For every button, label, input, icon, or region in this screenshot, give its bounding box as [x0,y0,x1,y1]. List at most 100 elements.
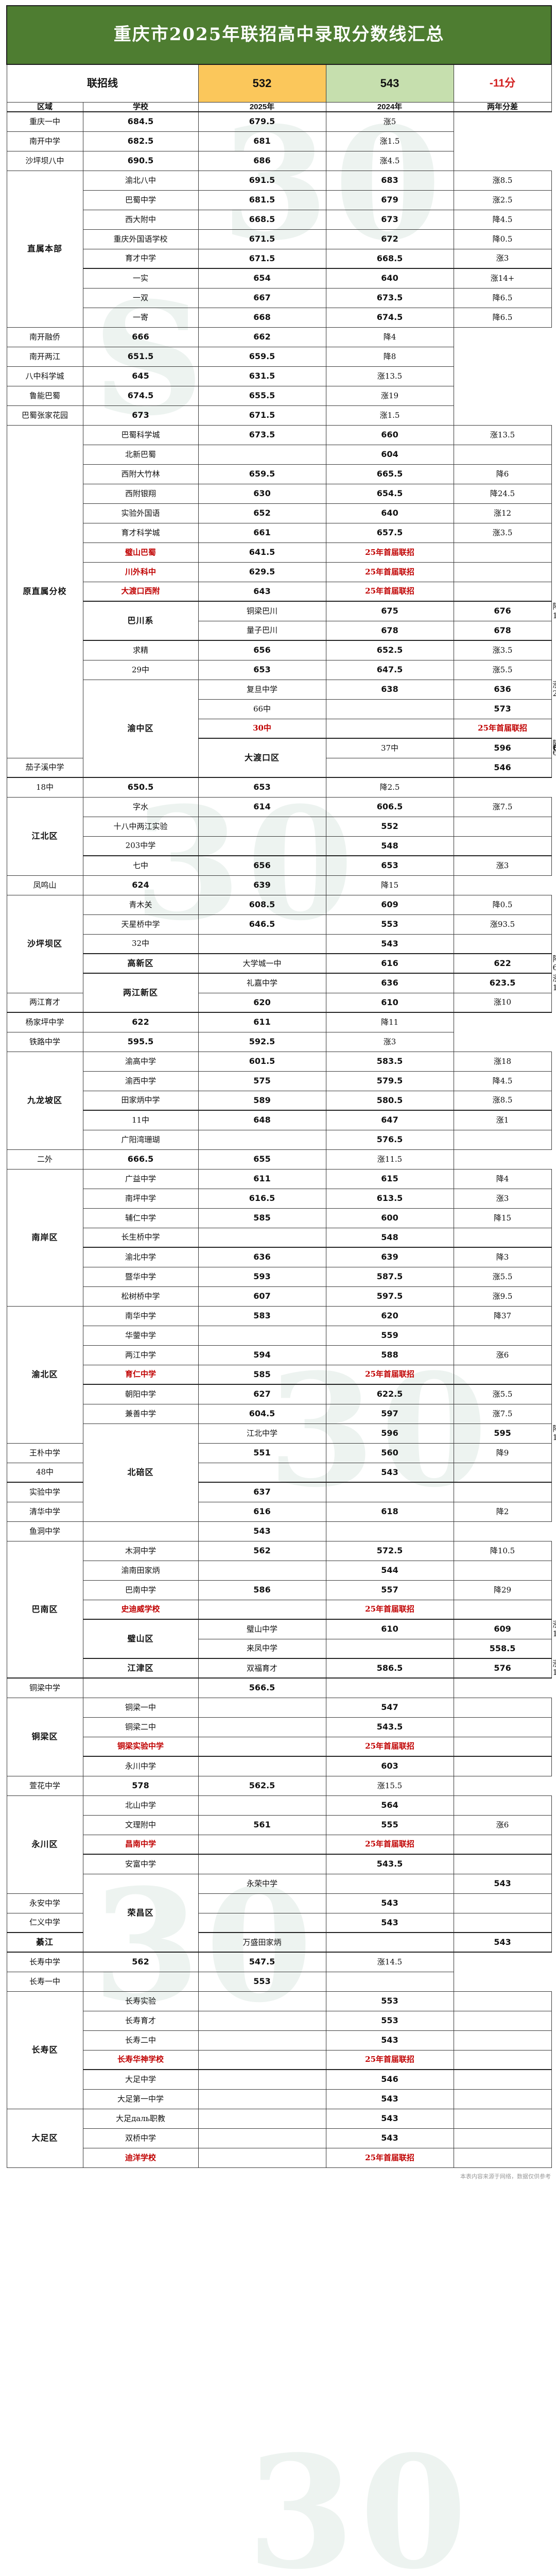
score-2025-cell [198,2069,326,2090]
score-2025-cell: 629.5 [198,562,326,582]
score-2024-cell: 678 [453,620,552,641]
table-row: 铜梁二中 543.5 [7,1717,552,1737]
score-2025-cell: 630 [198,483,326,504]
region-cell: 九龙坡区 [6,1051,83,1150]
table-row: 来凤中学 558.5 [7,1638,552,1659]
year-diff-cell: 降24.5 [453,483,552,504]
col-header-diff: 两年分差 [453,102,552,112]
score-2025-cell: 583 [198,1306,326,1326]
region-cell: 长寿区 [6,1991,83,2109]
school-name-cell: 渝南田家炳 [82,1560,199,1581]
score-2025-cell: 627 [198,1384,326,1404]
year-diff-cell: 降4 [325,327,454,347]
score-2024-cell: 543 [325,2089,454,2109]
table-row: 江北区 字水 614 606.5 涨7.5 [6,796,552,876]
school-name-cell: 29中 [82,659,199,680]
score-2025-cell [198,1697,326,1718]
year-diff-cell: 降2.5 [325,777,454,798]
table-row: 七中 656 653 涨3 [7,855,552,876]
score-2024-cell: 548 [325,1227,454,1248]
year-diff-cell: 降9 [453,1443,552,1463]
region-cell: 江津区 [82,1658,199,1679]
score-2025-cell [198,444,326,465]
year-diff-cell: 降4.5 [453,209,552,230]
year-diff-cell [453,2128,552,2148]
table-row: 渝南田家炳 544 [7,1560,552,1581]
score-2024-cell: 25年首届联招 [325,1599,454,1620]
year-diff-cell: 涨8.5 [453,170,552,191]
region-cell: 璧山区 [82,1619,199,1659]
score-2025-cell [325,1932,454,1953]
score-2025-cell: 589 [198,1090,326,1111]
score-2025-cell: 671.5 [198,229,326,249]
table-row: 育仁中学 585 25年首届联招 [7,1364,552,1385]
score-2024-cell: 597.5 [325,1286,454,1307]
year-diff-cell: 涨1.5 [325,131,454,151]
score-2025-cell: 661 [198,522,326,543]
school-name-cell: 永川中学 [82,1756,199,1776]
school-name-cell: 来凤中学 [198,1638,326,1659]
footer-note: 本表内容来源于网络，数据仅供参考 [460,2173,551,2180]
table-row: 九龙坡区 渝高中学 601.5 583.5 涨18 [6,1051,552,1150]
score-2025-cell: 651.5 [82,346,199,367]
school-name-cell: 十八中两江实验 [82,816,199,837]
score-2024-cell: 668.5 [325,248,454,269]
score-2025-cell: 650.5 [82,777,199,798]
score-2024-cell: 679.5 [198,111,326,132]
year-diff-cell: 涨4.5 [325,150,454,171]
school-name-cell: 鲁能巴蜀 [6,385,83,406]
score-line-table: 重庆市2025年联招高中录取分数线汇总 联招线 532 543 -11分 区域 … [6,5,556,2168]
score-2025-cell [198,1560,326,1581]
score-2024-cell: 631.5 [198,366,326,386]
year-diff-cell [453,1227,552,1248]
table-row: 南开融侨 666 662 降4 [6,327,551,347]
year-diff-cell: 涨5.5 [453,1384,552,1404]
year-diff-cell: 涨13.5 [453,425,552,445]
table-row: 大渡口区37中596602降6 [7,738,556,778]
col-header-2025: 2025年 [198,102,326,112]
score-2024-cell: 640 [325,503,454,523]
score-2024-cell: 580.5 [325,1090,454,1111]
table-row: 量子巴川 678 678 [7,620,552,641]
score-2025-cell: 551 [198,1443,326,1463]
table-row: 长寿育才 553 [7,2010,552,2031]
year-diff-cell: 降10.5 [453,1540,552,1561]
score-2024-cell: 548 [325,836,454,856]
school-name-cell: 育仁中学 [82,1364,199,1385]
score-2025-cell [325,757,454,778]
score-2025-cell [198,1756,326,1776]
score-2025-cell: 608.5 [198,894,326,915]
table-row: 一寄 668 674.5 降6.5 [7,307,552,328]
score-2024-cell: 618 [325,1501,454,1522]
school-name-cell: 渝北中学 [82,1247,199,1267]
table-row: 直属本部 渝北八中 691.5 683 涨8.5 [6,170,552,328]
year-diff-cell [453,1756,552,1776]
score-2025-cell: 586.5 [325,1658,454,1679]
score-2024-cell: 622 [453,953,552,974]
score-2024-cell: 674.5 [325,307,454,328]
year-diff-cell [453,1599,552,1620]
score-2025-cell: 667 [198,287,326,308]
score-2024-cell: 25年首届联招 [325,1834,454,1855]
score-2025-cell: 585 [198,1208,326,1228]
school-name-cell: 南开中学 [6,131,83,151]
score-2025-cell [198,2049,326,2070]
score-2024-cell: 553 [325,1991,454,2011]
score-2024-cell: 543.5 [325,1717,454,1737]
table-row: 南岸区 广益中学 611 615 降4 [6,1168,552,1307]
school-name-cell: 大学城一中 [198,953,326,974]
score-2024-cell: 676 [453,601,552,621]
score-2024-cell: 679 [325,190,454,210]
school-name-cell: 天星桥中学 [82,914,199,935]
year-diff-cell: 涨2.5 [453,190,552,210]
score-2025-cell [82,1677,199,1698]
year-diff-cell: 涨12 [453,503,552,523]
table-row: 高新区大学城一中616622降6 [7,953,556,974]
score-2025-cell [198,1834,326,1855]
school-name-cell: 实验外国语 [82,503,199,523]
table-row: 11中 648 647 涨1 [7,1110,552,1130]
score-2024-cell: 615 [325,1168,454,1189]
score-2024-cell: 25年首届联招 [325,1364,454,1385]
summary-label: 联招线 [6,64,199,103]
score-2025-cell: 648 [198,1110,326,1130]
